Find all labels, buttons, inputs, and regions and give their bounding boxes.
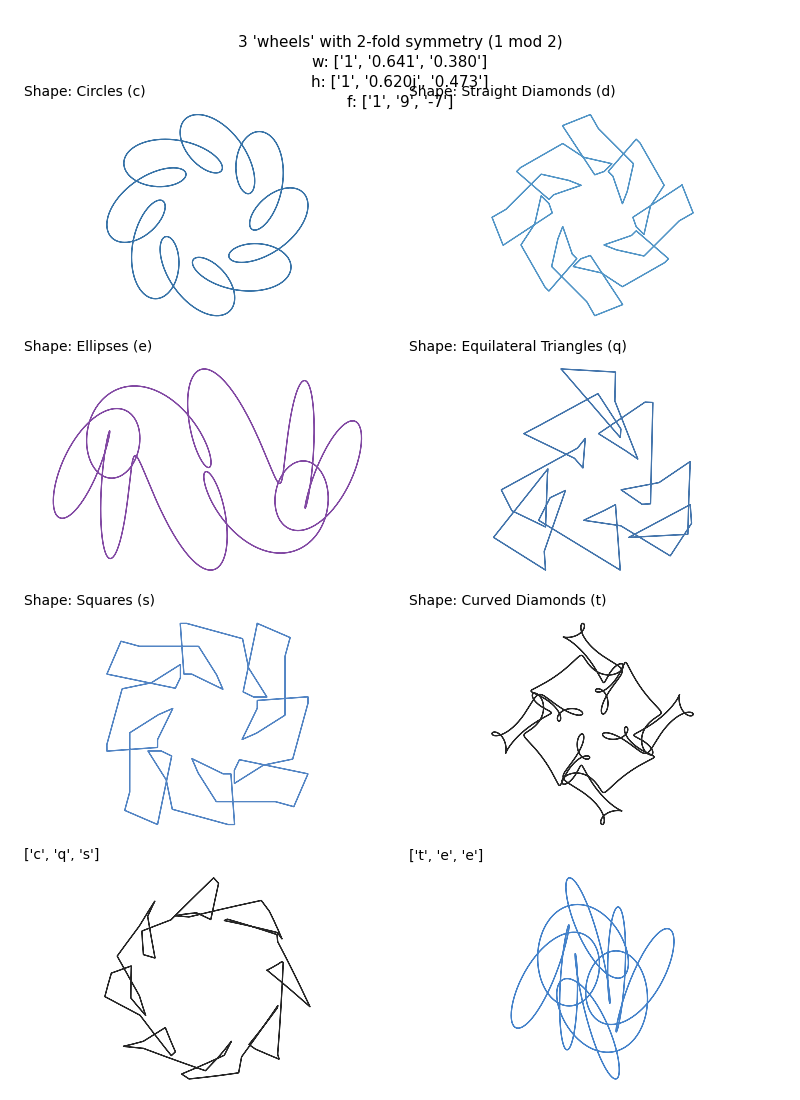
Text: Shape: Circles (c): Shape: Circles (c) xyxy=(24,85,146,99)
Text: 3 'wheels' with 2-fold symmetry (1 mod 2): 3 'wheels' with 2-fold symmetry (1 mod 2… xyxy=(238,35,562,51)
Text: w: ['1', '0.641', '0.380']: w: ['1', '0.641', '0.380'] xyxy=(312,55,488,70)
Text: f: ['1', '9', '-7']: f: ['1', '9', '-7'] xyxy=(347,95,453,110)
Text: Shape: Straight Diamonds (d): Shape: Straight Diamonds (d) xyxy=(409,85,616,99)
Text: h: ['1', '0.620j', '0.473']: h: ['1', '0.620j', '0.473'] xyxy=(311,75,489,90)
Text: ['c', 'q', 's']: ['c', 'q', 's'] xyxy=(24,848,99,862)
Text: Shape: Equilateral Triangles (q): Shape: Equilateral Triangles (q) xyxy=(409,340,627,353)
Text: Shape: Curved Diamonds (t): Shape: Curved Diamonds (t) xyxy=(409,594,606,608)
Text: Shape: Squares (s): Shape: Squares (s) xyxy=(24,594,155,608)
Text: ['t', 'e', 'e']: ['t', 'e', 'e'] xyxy=(409,848,483,862)
Text: Shape: Ellipses (e): Shape: Ellipses (e) xyxy=(24,340,152,353)
